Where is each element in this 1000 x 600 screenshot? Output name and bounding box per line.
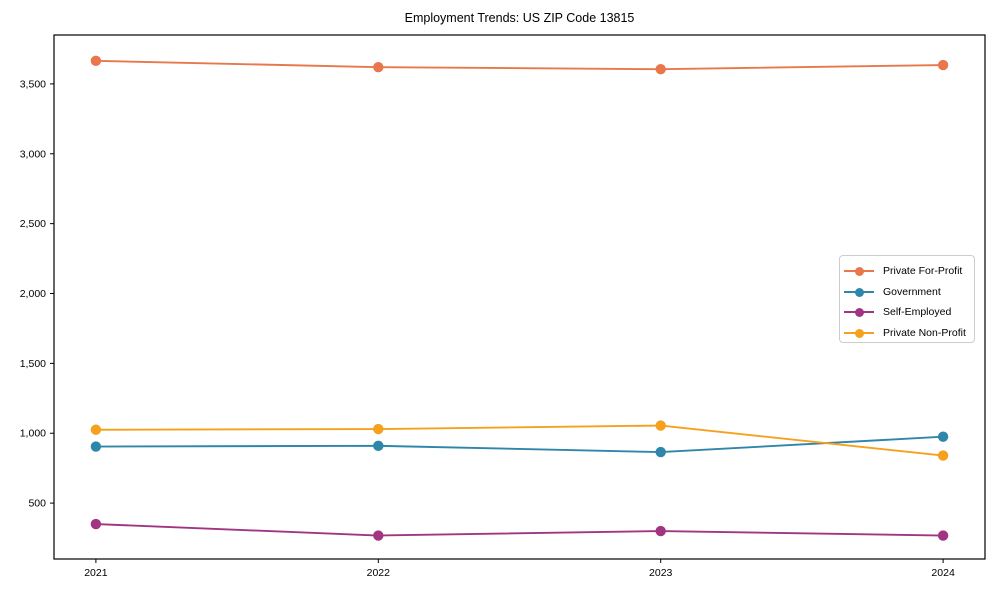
x-tick-label: 2024 <box>931 567 955 579</box>
point-government-2022 <box>373 440 384 452</box>
y-tick-label: 1,000 <box>20 428 46 440</box>
x-tick-label: 2023 <box>649 567 673 579</box>
chart-legend: Private For-Profit Government Self-Emplo… <box>839 255 975 343</box>
point-private-non-profit-2024 <box>937 450 949 461</box>
legend-entry-government: Government <box>844 282 974 303</box>
y-tick-label: 1,500 <box>20 358 46 370</box>
point-private-for-profit-2023 <box>655 64 666 75</box>
y-tick-label: 500 <box>28 498 46 510</box>
point-self-employed-2024 <box>937 530 949 541</box>
legend-label: Private Non-Profit <box>883 326 966 339</box>
point-private-for-profit-2024 <box>937 59 949 71</box>
line-circle-marker-icon <box>844 328 874 338</box>
point-self-employed-2021 <box>90 518 102 530</box>
line-circle-marker-icon <box>844 287 874 297</box>
legend-entry-private-for-profit: Private For-Profit <box>844 261 974 282</box>
line-self-employed <box>95 523 944 537</box>
point-private-for-profit-2021 <box>90 55 102 67</box>
point-private-non-profit-2023 <box>655 420 666 431</box>
point-government-2021 <box>90 441 102 452</box>
y-tick-label: 2,000 <box>20 288 46 300</box>
line-circle-marker-icon <box>844 266 874 277</box>
y-tick-label: 2,500 <box>20 218 46 230</box>
point-private-for-profit-2022 <box>373 61 384 73</box>
line-circle-marker-icon <box>844 307 874 318</box>
point-private-non-profit-2022 <box>373 423 384 435</box>
point-self-employed-2023 <box>655 525 666 537</box>
x-tick-label: 2022 <box>367 567 391 579</box>
legend-label: Self-Employed <box>883 306 952 319</box>
point-self-employed-2022 <box>373 530 384 541</box>
legend-label: Private For-Profit <box>883 265 963 278</box>
legend-label: Government <box>883 285 941 298</box>
y-tick-label: 3,500 <box>20 78 46 90</box>
x-tick-label: 2021 <box>84 567 108 579</box>
legend-entry-private-non-profit: Private Non-Profit <box>844 323 974 344</box>
chart-title: Employment Trends: US ZIP Code 13815 <box>404 11 635 25</box>
point-government-2024 <box>937 431 949 442</box>
line-private-for-profit <box>95 59 944 71</box>
point-private-non-profit-2021 <box>90 424 102 435</box>
y-tick-label: 3,000 <box>20 148 46 160</box>
point-government-2023 <box>655 446 666 458</box>
line-government <box>95 435 944 454</box>
legend-entry-self-employed: Self-Employed <box>844 302 974 323</box>
line-private-non-profit <box>95 424 944 457</box>
plot-border <box>53 34 986 560</box>
